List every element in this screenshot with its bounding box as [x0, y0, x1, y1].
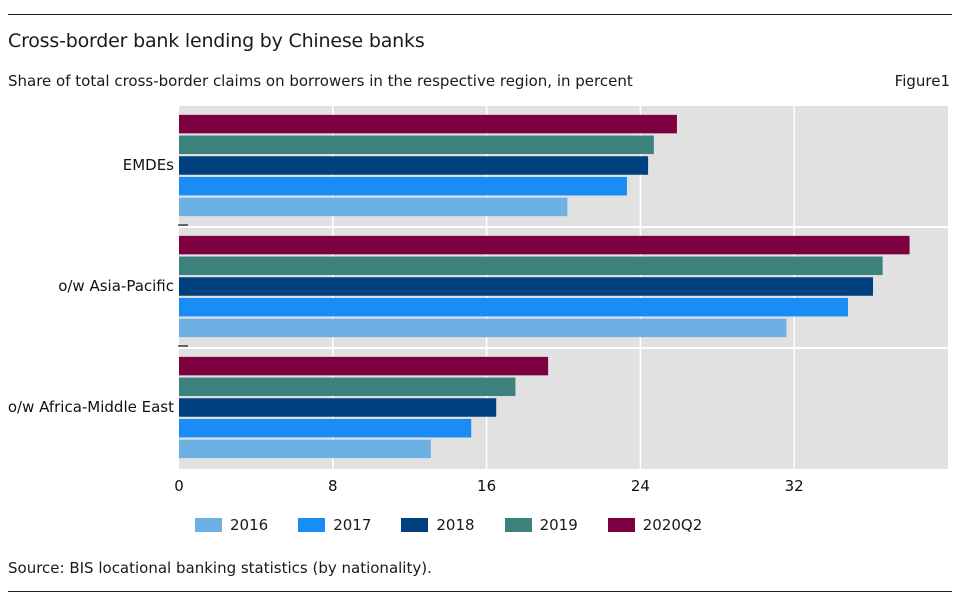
legend-item: 2019 — [504, 516, 578, 534]
bar — [179, 256, 883, 276]
figure-label: Figure1 — [894, 72, 950, 90]
x-tick-label: 32 — [785, 477, 804, 495]
x-tick-label: 8 — [328, 477, 338, 495]
legend-label: 2020Q2 — [642, 516, 703, 534]
legend-item: 2017 — [298, 516, 371, 534]
bottom-rule — [8, 591, 952, 592]
bar — [179, 439, 431, 459]
bar — [179, 156, 649, 175]
category-label: EMDEs — [123, 156, 174, 174]
source-note: Source: BIS locational banking statistic… — [8, 559, 432, 577]
legend-item: 2016 — [195, 516, 268, 534]
bar — [179, 235, 910, 255]
legend-item: 2020Q2 — [607, 516, 703, 534]
bar — [179, 377, 516, 397]
legend-swatch — [401, 518, 429, 532]
bar — [179, 418, 472, 438]
top-rule — [8, 14, 952, 15]
bar — [179, 277, 874, 296]
bar — [179, 297, 849, 317]
chart-title: Cross-border bank lending by Chinese ban… — [8, 30, 425, 52]
chart-subtitle: Share of total cross-border claims on bo… — [8, 72, 633, 90]
x-tick-label: 24 — [631, 477, 650, 495]
legend-swatch — [607, 518, 635, 532]
bar — [179, 398, 497, 417]
legend-swatch — [504, 518, 532, 532]
bar — [179, 114, 677, 134]
legend-swatch — [298, 518, 326, 532]
bar — [179, 318, 787, 338]
bar — [179, 135, 654, 155]
category-label: o/w Asia-Pacific — [58, 277, 174, 295]
x-tick-label: 0 — [174, 477, 184, 495]
bar — [179, 176, 627, 196]
bar — [179, 197, 568, 217]
legend-label: 2017 — [333, 516, 372, 534]
legend-label: 2019 — [539, 516, 578, 534]
legend-label: 2018 — [436, 516, 475, 534]
category-label: o/w Africa-Middle East — [8, 398, 174, 416]
legend-label: 2016 — [230, 516, 269, 534]
x-tick-label: 16 — [477, 477, 496, 495]
legend-swatch — [195, 518, 222, 532]
legend-item: 2018 — [401, 516, 475, 534]
bar — [179, 356, 549, 376]
chart-legend: 2016 2017 2018 2019 2020Q2 — [195, 516, 732, 534]
